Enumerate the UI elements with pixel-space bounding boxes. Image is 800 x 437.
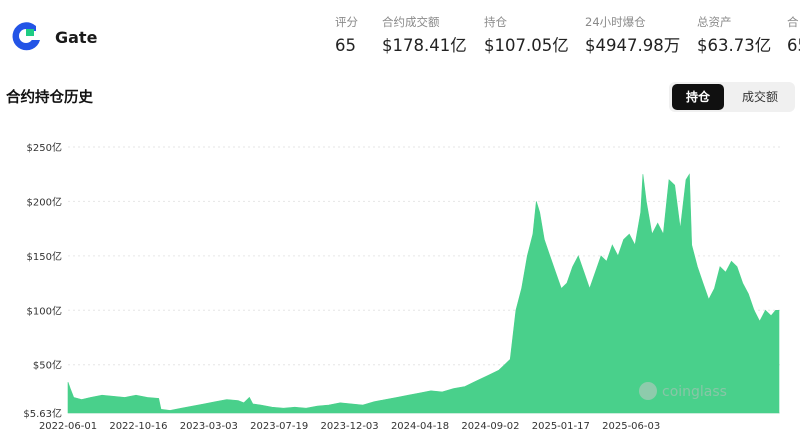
metric-toggle: 持仓 成交额 <box>669 82 795 112</box>
y-tick-label: $100亿 <box>27 304 62 317</box>
y-axis-labels: $250亿 $200亿 $150亿 $100亿 $50亿 $5.63亿 <box>23 141 62 420</box>
stat-value: $63.73亿 <box>697 36 772 55</box>
stat-open-interest: 持仓 $107.05亿 <box>484 14 569 56</box>
x-tick-label: 2022-06-01 <box>39 421 97 432</box>
stat-score: 评分 65 <box>335 14 358 56</box>
open-interest-chart: $250亿 $200亿 $150亿 $100亿 $50亿 $5.63亿 2022-06-0… <box>23 141 780 432</box>
stat-contract-volume: 合约成交额 $178.41亿 <box>382 14 467 56</box>
y-tick-label: $150亿 <box>27 250 62 263</box>
y-tick-label: $5.63亿 <box>23 407 62 420</box>
stat-value: $107.05亿 <box>484 36 569 55</box>
stat-24h-liquidations: 24小时爆仓 $4947.98万 <box>585 14 680 56</box>
stat-value: 65 <box>787 36 800 55</box>
stat-value: 65 <box>335 36 356 55</box>
x-tick-label: 2023-07-19 <box>250 421 308 432</box>
watermark-logo-icon <box>639 382 657 400</box>
y-tick-label: $200亿 <box>27 195 62 208</box>
stat-label: 24小时爆仓 <box>585 15 646 29</box>
tab-volume[interactable]: 成交额 <box>741 90 778 104</box>
stat-label: 持仓 <box>484 15 507 29</box>
y-tick-label: $250亿 <box>27 141 62 154</box>
y-tick-label: $50亿 <box>33 359 62 372</box>
x-tick-label: 2024-04-18 <box>391 421 449 432</box>
x-tick-label: 2025-01-17 <box>532 421 590 432</box>
stat-truncated: 合 65 <box>787 14 800 56</box>
x-tick-label: 2025-06-03 <box>602 421 660 432</box>
stat-value: $4947.98万 <box>585 36 681 55</box>
gate-logo-icon <box>4 14 48 58</box>
exchange-name: Gate <box>55 28 98 47</box>
x-axis-labels: 2022-06-01 2022-10-16 2023-03-03 2023-07-19… <box>39 421 660 432</box>
x-tick-label: 2023-03-03 <box>180 421 238 432</box>
x-tick-label: 2024-09-02 <box>461 421 519 432</box>
watermark: coinglass <box>639 382 727 400</box>
stat-total-assets: 总资产 $63.73亿 <box>697 14 771 56</box>
stat-label: 合 <box>787 15 799 29</box>
open-interest-area <box>67 173 780 414</box>
stat-label: 评分 <box>335 15 358 29</box>
watermark-text: coinglass <box>662 384 727 400</box>
x-tick-label: 2023-12-03 <box>321 421 379 432</box>
x-tick-label: 2022-10-16 <box>109 421 167 432</box>
exchange-header: Gate 评分 65 合约成交额 $178.41亿 持仓 $107.05亿 24… <box>0 0 800 78</box>
stat-label: 合约成交额 <box>382 15 440 29</box>
section-title: 合约持仓历史 <box>6 90 93 106</box>
stat-value: $178.41亿 <box>382 36 467 55</box>
tab-open-interest[interactable]: 持仓 <box>672 84 724 110</box>
stat-label: 总资产 <box>697 15 732 29</box>
